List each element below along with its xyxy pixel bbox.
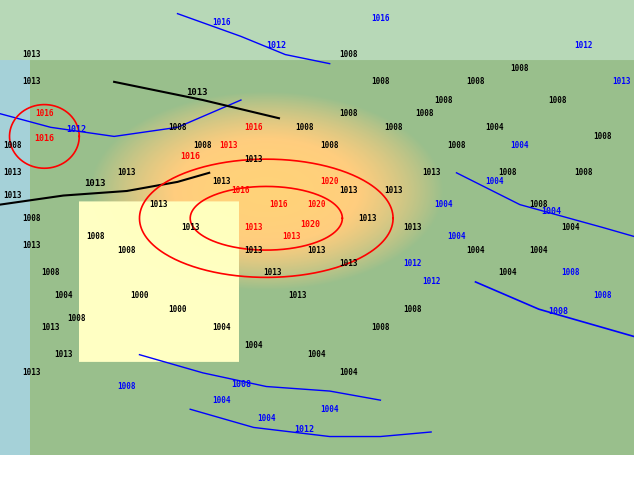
Text: 1013: 1013 xyxy=(186,89,207,98)
Text: 1004: 1004 xyxy=(498,269,517,277)
Text: 1008: 1008 xyxy=(117,382,136,391)
Text: 1008: 1008 xyxy=(447,141,466,150)
Text: 1013: 1013 xyxy=(403,223,422,232)
Text: 1004: 1004 xyxy=(244,341,263,350)
Text: 1004: 1004 xyxy=(212,395,231,405)
Text: 1004: 1004 xyxy=(529,245,548,255)
Text: 1013: 1013 xyxy=(22,241,41,250)
Text: 1013: 1013 xyxy=(339,259,358,268)
Text: 1008: 1008 xyxy=(415,109,434,118)
Text: 1013: 1013 xyxy=(339,187,358,196)
Text: 1004: 1004 xyxy=(339,368,358,377)
Text: 1013: 1013 xyxy=(181,223,200,232)
Text: 1016: 1016 xyxy=(180,152,200,161)
Text: 1013: 1013 xyxy=(422,168,441,177)
Text: 1016: 1016 xyxy=(244,123,263,132)
Text: 1008: 1008 xyxy=(339,50,358,59)
Text: 1008: 1008 xyxy=(548,96,567,104)
Text: 1013: 1013 xyxy=(149,200,168,209)
Text: 1013: 1013 xyxy=(288,291,307,300)
Text: 1004: 1004 xyxy=(561,223,580,232)
Text: 1008: 1008 xyxy=(193,141,212,150)
Text: 1013: 1013 xyxy=(358,214,377,223)
Text: 1012: 1012 xyxy=(294,425,314,434)
Text: 1008: 1008 xyxy=(548,307,568,316)
Text: 1008: 1008 xyxy=(498,168,517,177)
Text: 1004: 1004 xyxy=(447,232,466,241)
Text: 1013: 1013 xyxy=(22,50,41,59)
Text: 1020: 1020 xyxy=(320,177,339,186)
Text: 1004: 1004 xyxy=(510,141,529,150)
Text: 1013: 1013 xyxy=(41,323,60,332)
Text: 1016: 1016 xyxy=(269,200,288,209)
Text: 1013: 1013 xyxy=(3,191,22,200)
Text: 1013: 1013 xyxy=(22,368,41,377)
Text: 1013: 1013 xyxy=(282,232,301,241)
Text: 1000: 1000 xyxy=(168,305,187,314)
Text: 1008: 1008 xyxy=(510,64,529,73)
Text: 1008: 1008 xyxy=(574,168,593,177)
Text: 1004: 1004 xyxy=(54,291,73,300)
Text: 1013: 1013 xyxy=(22,77,41,86)
Text: 1008: 1008 xyxy=(168,123,187,132)
Text: 1013: 1013 xyxy=(54,350,73,359)
Text: 1013: 1013 xyxy=(307,245,327,255)
Text: 1004: 1004 xyxy=(212,323,231,332)
Text: 1008: 1008 xyxy=(67,314,86,323)
Text: 1008: 1008 xyxy=(231,380,251,389)
Text: 1004: 1004 xyxy=(541,207,562,216)
Text: 1008: 1008 xyxy=(384,123,403,132)
Text: 1013: 1013 xyxy=(84,179,106,189)
Text: 1012: 1012 xyxy=(422,277,441,287)
Text: Tu 11-06-2024 18:00 UTC (18+144): Tu 11-06-2024 18:00 UTC (18+144) xyxy=(347,465,628,480)
Text: 1004: 1004 xyxy=(434,200,453,209)
Text: 1016: 1016 xyxy=(35,109,54,118)
Text: 1016: 1016 xyxy=(212,18,231,27)
Text: 1012: 1012 xyxy=(66,125,86,134)
Text: 1008: 1008 xyxy=(403,305,422,314)
Text: 1008: 1008 xyxy=(593,291,612,300)
Text: 1008: 1008 xyxy=(529,200,548,209)
Text: 1008: 1008 xyxy=(295,123,314,132)
Text: 1013: 1013 xyxy=(263,269,282,277)
Text: 1013: 1013 xyxy=(3,168,22,177)
Text: 1013: 1013 xyxy=(244,245,263,255)
Text: 1008: 1008 xyxy=(434,96,453,104)
Text: 1012: 1012 xyxy=(574,41,593,50)
Text: 1008: 1008 xyxy=(320,141,339,150)
Text: 1016: 1016 xyxy=(371,14,390,23)
Text: 1008: 1008 xyxy=(371,323,390,332)
Text: 1020: 1020 xyxy=(301,220,321,229)
Text: 1008: 1008 xyxy=(561,269,580,277)
Text: 1013: 1013 xyxy=(219,141,238,150)
Text: 1004: 1004 xyxy=(320,405,339,414)
Text: 1004: 1004 xyxy=(466,245,485,255)
Text: 1008: 1008 xyxy=(86,232,105,241)
Text: 1008: 1008 xyxy=(117,245,136,255)
Text: 1008: 1008 xyxy=(22,214,41,223)
Text: 1012: 1012 xyxy=(266,41,286,50)
Text: 1016: 1016 xyxy=(34,134,55,143)
Text: 1008: 1008 xyxy=(41,269,60,277)
Text: 1004: 1004 xyxy=(257,414,276,423)
Text: 1004: 1004 xyxy=(307,350,327,359)
Text: 1008: 1008 xyxy=(371,77,390,86)
Text: 1008: 1008 xyxy=(466,77,485,86)
Text: 1012: 1012 xyxy=(403,259,422,268)
Text: 1004: 1004 xyxy=(485,123,504,132)
Text: 1013: 1013 xyxy=(612,77,631,86)
Text: 1013: 1013 xyxy=(384,187,403,196)
Text: 1013: 1013 xyxy=(212,177,231,186)
Text: 1008: 1008 xyxy=(3,141,22,150)
Text: 1016: 1016 xyxy=(231,187,250,196)
Text: 1013: 1013 xyxy=(244,223,263,232)
Text: 1000: 1000 xyxy=(130,291,149,300)
Text: Surface pressure [hPa] ECMWF: Surface pressure [hPa] ECMWF xyxy=(6,465,251,480)
Text: 1004: 1004 xyxy=(485,177,504,186)
Text: 1008: 1008 xyxy=(339,109,358,118)
Text: 1008: 1008 xyxy=(593,132,612,141)
Text: 1013: 1013 xyxy=(244,155,263,164)
Text: 1013: 1013 xyxy=(117,168,136,177)
Text: 1020: 1020 xyxy=(307,200,327,209)
